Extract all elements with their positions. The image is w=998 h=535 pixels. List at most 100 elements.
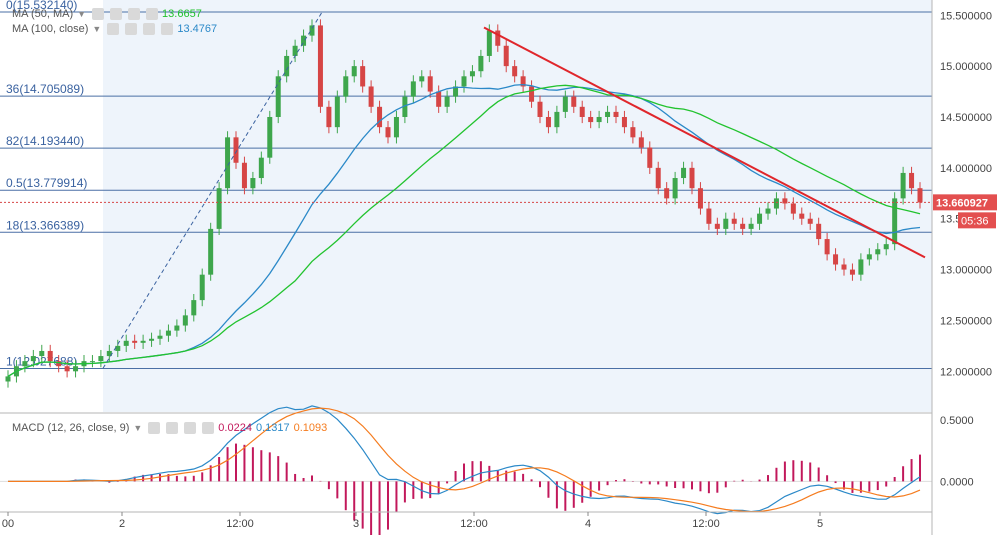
candle-body bbox=[748, 223, 754, 229]
chevron-down-icon[interactable]: ▼ bbox=[77, 9, 87, 19]
candle-body bbox=[410, 81, 416, 97]
candle-body bbox=[149, 338, 155, 341]
ma50-value: 13.6657 bbox=[162, 8, 202, 20]
candle-body bbox=[157, 335, 163, 339]
fib-level-label: 36(14.705089) bbox=[6, 82, 84, 96]
plus-icon[interactable] bbox=[143, 23, 156, 35]
chevron-down-icon[interactable]: ▼ bbox=[92, 24, 102, 34]
fib-level-label: 82(14.193440) bbox=[6, 134, 84, 148]
macd-line bbox=[8, 405, 921, 515]
eye-icon[interactable] bbox=[92, 8, 105, 20]
candle-body bbox=[284, 55, 290, 77]
candle-body bbox=[208, 228, 214, 275]
chevron-down-icon[interactable]: ▼ bbox=[133, 423, 143, 433]
candle-body bbox=[697, 188, 703, 209]
candle-body bbox=[106, 350, 112, 357]
candle-body bbox=[351, 66, 357, 77]
candle-body bbox=[309, 25, 315, 36]
candle-body bbox=[613, 111, 619, 117]
candle-body bbox=[554, 111, 560, 128]
candle-body bbox=[385, 127, 391, 138]
candle-body bbox=[579, 106, 585, 117]
price-pane[interactable]: 0(15.532140) 36(14.705089) 82(14.193440) 0.… bbox=[0, 0, 932, 414]
candle-body bbox=[419, 76, 425, 82]
ma50-line bbox=[7, 84, 921, 377]
price-tick-label: 12.000000 bbox=[940, 366, 992, 378]
countdown-label: 05:36 bbox=[961, 215, 989, 227]
candle-body bbox=[368, 86, 374, 107]
candle-body bbox=[5, 376, 11, 382]
candle-body bbox=[731, 218, 737, 224]
candle-body bbox=[402, 96, 408, 117]
candle-body bbox=[799, 213, 805, 219]
plus-icon[interactable] bbox=[184, 422, 197, 434]
candle-body bbox=[900, 172, 906, 199]
gear-icon[interactable] bbox=[110, 8, 123, 20]
candle-body bbox=[478, 55, 484, 72]
close-icon[interactable] bbox=[146, 8, 159, 20]
candle-body bbox=[360, 66, 366, 87]
plus-icon[interactable] bbox=[128, 8, 141, 20]
candle-body bbox=[165, 330, 171, 336]
candle-body bbox=[275, 76, 281, 117]
close-icon[interactable] bbox=[202, 422, 215, 434]
candle-body bbox=[773, 198, 779, 209]
ma100-value: 13.4767 bbox=[177, 23, 218, 35]
macd-value: 0.1317 bbox=[255, 422, 290, 434]
candle-body bbox=[182, 315, 188, 326]
current-price-label: 13.660927 bbox=[936, 197, 988, 209]
candle-body bbox=[377, 106, 383, 128]
candle-body bbox=[909, 172, 915, 189]
macd-pane[interactable] bbox=[0, 405, 932, 535]
current-price-badge bbox=[933, 194, 997, 211]
close-icon[interactable] bbox=[161, 23, 174, 35]
candle-body bbox=[621, 116, 627, 128]
candle-body bbox=[833, 254, 839, 265]
candle-body bbox=[225, 137, 231, 189]
candle-body bbox=[512, 66, 518, 77]
candle-body bbox=[892, 198, 898, 245]
macd-legend[interactable]: MACD (12, 26, close, 9) ▼ 0.0224 0.1317 … bbox=[12, 422, 327, 434]
macd-tick-label: 0.0000 bbox=[940, 476, 974, 488]
candle-body bbox=[537, 101, 543, 117]
eye-icon[interactable] bbox=[107, 23, 120, 35]
candle-body bbox=[301, 35, 307, 46]
candle-body bbox=[469, 71, 475, 77]
gear-icon[interactable] bbox=[166, 422, 179, 434]
candle-body bbox=[866, 254, 872, 260]
candle-body bbox=[89, 361, 95, 363]
candle-body bbox=[681, 167, 687, 179]
price-tick-label: 14.500000 bbox=[940, 112, 992, 124]
time-tick-label: 3 bbox=[353, 518, 359, 530]
candle-body bbox=[47, 350, 53, 362]
candle-body bbox=[757, 213, 763, 224]
candle-body bbox=[647, 147, 653, 168]
candle-body bbox=[453, 86, 459, 97]
candle-body bbox=[841, 264, 847, 270]
candle-body bbox=[765, 208, 771, 214]
fib-zone-shade bbox=[103, 0, 932, 412]
candle-body bbox=[858, 259, 864, 275]
candle-body bbox=[343, 76, 349, 97]
candle-body bbox=[292, 45, 298, 56]
candle-body bbox=[883, 244, 889, 250]
time-tick-label: 12:00 bbox=[226, 518, 254, 530]
candle-body bbox=[241, 162, 247, 189]
price-tick-label: 12.500000 bbox=[940, 315, 992, 327]
candle-body bbox=[115, 345, 121, 351]
candle-body bbox=[529, 86, 535, 102]
candle-body bbox=[723, 218, 729, 229]
candle-body bbox=[486, 30, 492, 56]
candle-body bbox=[706, 208, 712, 224]
ma100-legend[interactable]: MA (100, close) ▼ 13.4767 bbox=[12, 23, 217, 35]
ma50-label: MA (50, MA) bbox=[12, 8, 74, 20]
gear-icon[interactable] bbox=[125, 23, 138, 35]
eye-icon[interactable] bbox=[148, 422, 161, 434]
macd-tick-label: 0.5000 bbox=[940, 415, 974, 427]
fib-level-label: 0(15.532140) bbox=[6, 0, 77, 12]
ma50-legend[interactable]: MA (50, MA) ▼ 13.6657 bbox=[12, 8, 202, 20]
fib-level-label: 18(13.366389) bbox=[6, 218, 84, 232]
candle-body bbox=[123, 340, 129, 346]
candle-body bbox=[39, 350, 45, 357]
